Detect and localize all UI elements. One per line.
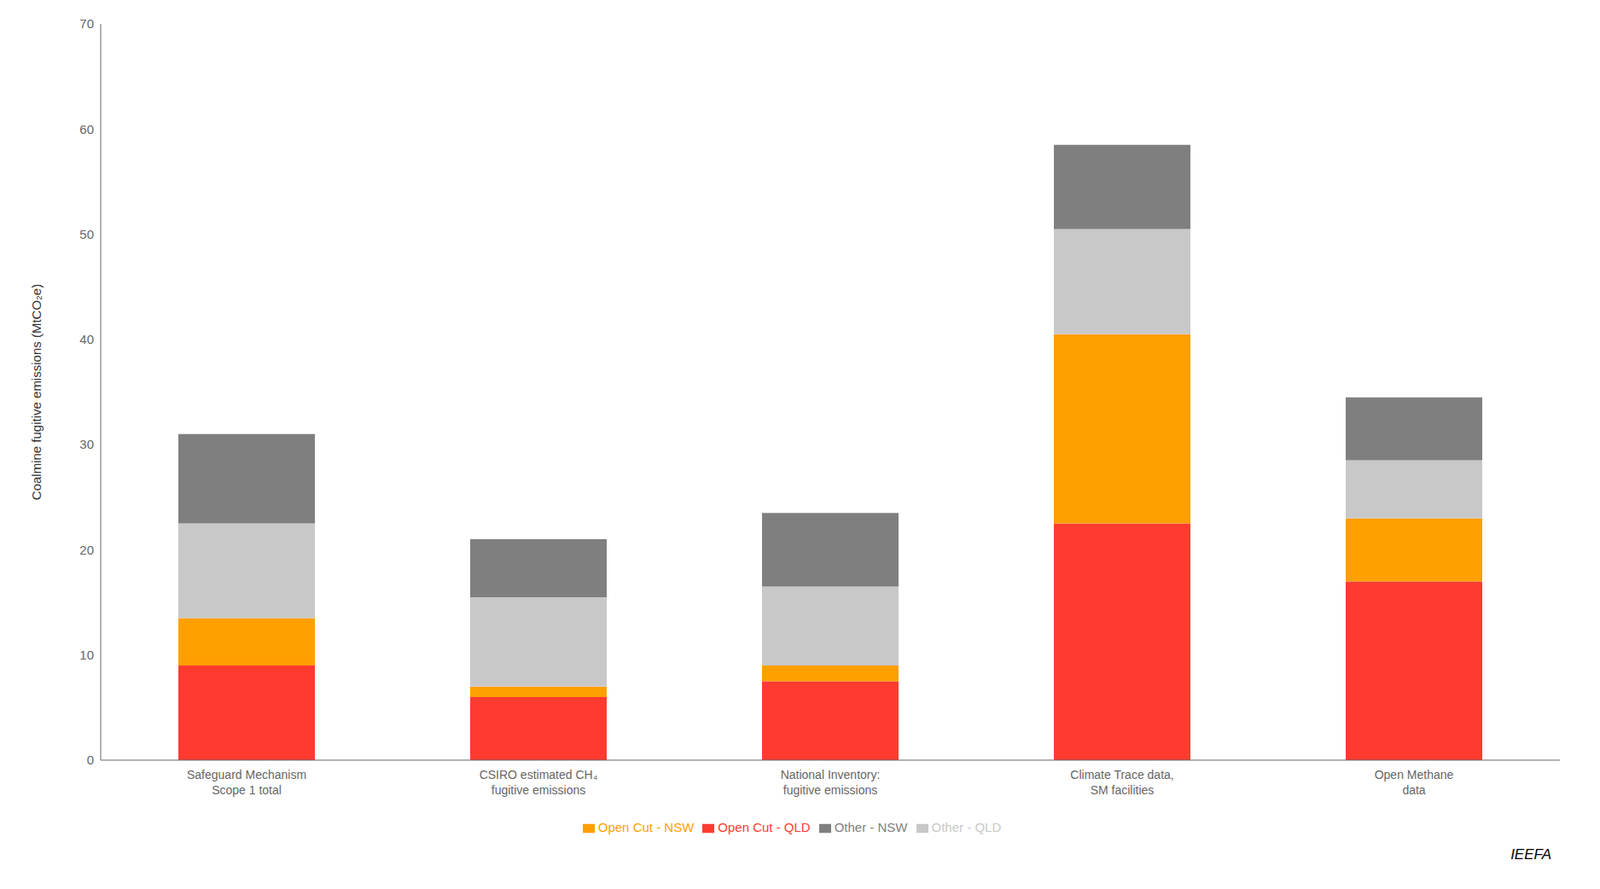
svg-text:70: 70: [79, 16, 94, 31]
html-text:Open Cut - NSW: Open Cut - NSW: [598, 820, 695, 835]
html-text:IEEFA: IEEFA: [1510, 846, 1552, 863]
svg-text:Safeguard MechanismScope 1 tot: Safeguard MechanismScope 1 total: [186, 768, 307, 798]
html-text:Open Cut - QLD: Open Cut - QLD: [717, 820, 811, 835]
html-text:Other - QLD: Other - QLD: [931, 820, 1002, 835]
svg-text:Climate Trace data,SM faciliti: Climate Trace data,SM facilities: [1070, 768, 1174, 798]
svg-text:Open Methanedata: Open Methanedata: [1374, 768, 1455, 798]
svg-text:CSIRO estimated CH₄fugitive em: CSIRO estimated CH₄fugitive emissions: [479, 768, 599, 798]
svg-text:0: 0: [87, 752, 94, 768]
svg-text:30: 30: [79, 436, 94, 452]
svg-text:National Inventory:fugitive em: National Inventory:fugitive emissions: [780, 768, 881, 798]
svg-text:20: 20: [79, 542, 94, 558]
svg-text:60: 60: [79, 122, 94, 137]
svg-text:Coalmine fugitive emissions (M: Coalmine fugitive emissions (MtCO₂e): [29, 284, 44, 501]
svg-text:50: 50: [79, 226, 94, 242]
svg-text:40: 40: [79, 331, 94, 347]
html-text:Other - NSW: Other - NSW: [834, 820, 908, 835]
svg-text:10: 10: [79, 647, 94, 663]
